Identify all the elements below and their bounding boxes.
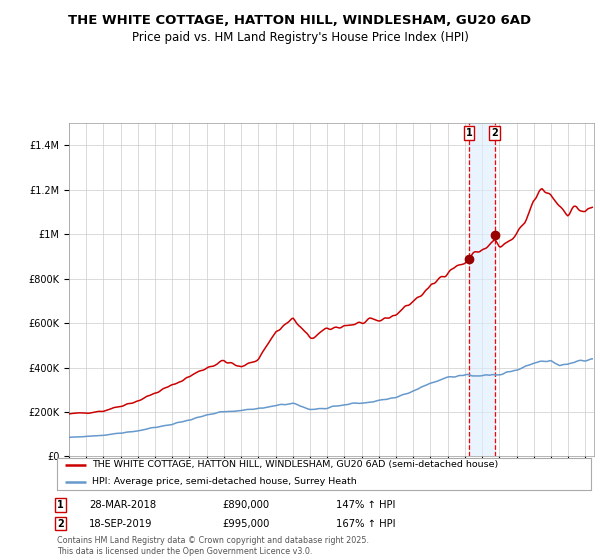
Text: £995,000: £995,000 [222,519,269,529]
Text: Contains HM Land Registry data © Crown copyright and database right 2025.
This d: Contains HM Land Registry data © Crown c… [57,536,369,556]
Text: 18-SEP-2019: 18-SEP-2019 [89,519,152,529]
Text: 1: 1 [57,500,64,510]
Text: HPI: Average price, semi-detached house, Surrey Heath: HPI: Average price, semi-detached house,… [92,477,356,487]
Text: Price paid vs. HM Land Registry's House Price Index (HPI): Price paid vs. HM Land Registry's House … [131,31,469,44]
Text: 147% ↑ HPI: 147% ↑ HPI [336,500,395,510]
Text: 167% ↑ HPI: 167% ↑ HPI [336,519,395,529]
Text: 2: 2 [57,519,64,529]
Text: 28-MAR-2018: 28-MAR-2018 [89,500,156,510]
Bar [469,123,494,456]
Text: THE WHITE COTTAGE, HATTON HILL, WINDLESHAM, GU20 6AD (semi-detached house): THE WHITE COTTAGE, HATTON HILL, WINDLESH… [92,460,498,469]
Text: 1: 1 [466,128,472,138]
Text: £890,000: £890,000 [222,500,269,510]
Text: 2: 2 [491,128,498,138]
Text: THE WHITE COTTAGE, HATTON HILL, WINDLESHAM, GU20 6AD: THE WHITE COTTAGE, HATTON HILL, WINDLESH… [68,14,532,27]
